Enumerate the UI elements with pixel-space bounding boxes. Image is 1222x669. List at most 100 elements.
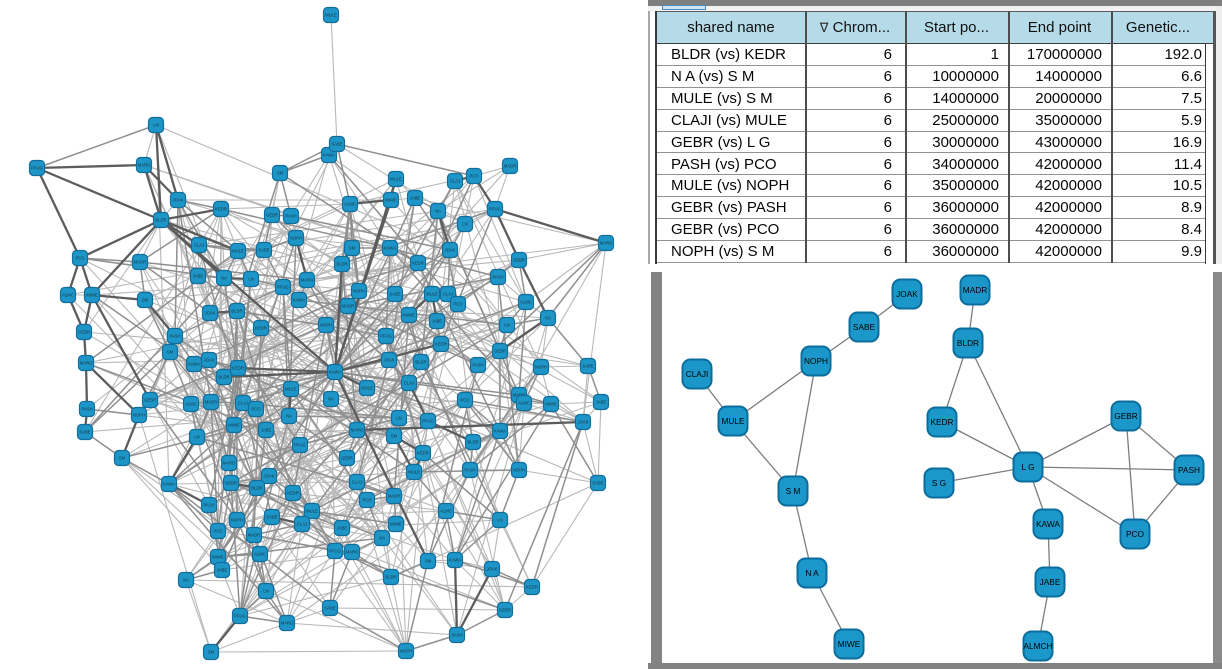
svg-text:MARO: MARO bbox=[301, 278, 314, 283]
svg-text:PCO: PCO bbox=[251, 407, 261, 412]
svg-text:GEBR: GEBR bbox=[225, 481, 237, 486]
svg-text:MARO: MARO bbox=[223, 461, 236, 466]
svg-text:JABE: JABE bbox=[337, 526, 348, 531]
svg-text:PFUG: PFUG bbox=[380, 334, 392, 339]
svg-text:GEBR: GEBR bbox=[513, 258, 525, 263]
svg-text:SABE: SABE bbox=[853, 322, 876, 332]
svg-text:S M: S M bbox=[786, 486, 801, 496]
svg-text:ALMC: ALMC bbox=[254, 552, 266, 557]
svg-text:LN: LN bbox=[396, 416, 401, 421]
svg-text:CLAJI: CLAJI bbox=[686, 369, 709, 379]
svg-text:CLAJ: CLAJ bbox=[404, 381, 414, 386]
svg-text:MIWE: MIWE bbox=[403, 313, 415, 318]
svg-text:MULE: MULE bbox=[361, 386, 373, 391]
svg-text:KEDR: KEDR bbox=[287, 491, 299, 496]
svg-text:LN: LN bbox=[462, 222, 467, 227]
svg-text:KEDR: KEDR bbox=[412, 261, 424, 266]
svg-text:GEBR: GEBR bbox=[499, 608, 511, 613]
svg-text:KEDR: KEDR bbox=[255, 326, 267, 331]
svg-text:SM: SM bbox=[425, 559, 432, 564]
svg-text:JABE: JABE bbox=[596, 400, 607, 405]
svg-text:NOPH: NOPH bbox=[804, 356, 828, 366]
svg-text:BLDR: BLDR bbox=[218, 375, 229, 380]
svg-text:MADR: MADR bbox=[388, 494, 400, 499]
svg-text:ALMC: ALMC bbox=[62, 293, 74, 298]
svg-text:PCO: PCO bbox=[75, 256, 85, 261]
svg-text:LN: LN bbox=[263, 589, 268, 594]
svg-text:MADR: MADR bbox=[134, 260, 146, 265]
svg-text:JOAK: JOAK bbox=[445, 248, 456, 253]
svg-text:GEBR: GEBR bbox=[341, 456, 353, 461]
svg-text:NA: NA bbox=[545, 316, 551, 321]
svg-text:PASH: PASH bbox=[1178, 465, 1200, 475]
svg-text:PCO: PCO bbox=[362, 498, 372, 503]
svg-text:GEBR: GEBR bbox=[1114, 411, 1138, 421]
svg-text:PCO: PCO bbox=[453, 302, 463, 307]
svg-text:S G: S G bbox=[932, 478, 946, 488]
svg-text:SABE: SABE bbox=[324, 606, 335, 611]
svg-text:ALMCH: ALMCH bbox=[1023, 641, 1052, 651]
svg-text:MULE: MULE bbox=[285, 387, 297, 392]
svg-text:KAWA: KAWA bbox=[494, 429, 506, 434]
svg-text:JABE: JABE bbox=[432, 319, 443, 324]
svg-text:ALMC: ALMC bbox=[518, 401, 530, 406]
svg-text:MULE: MULE bbox=[721, 416, 745, 426]
svg-text:JOAK: JOAK bbox=[205, 311, 216, 316]
svg-text:BLDR: BLDR bbox=[231, 309, 242, 314]
svg-text:GEBR: GEBR bbox=[144, 398, 156, 403]
svg-text:SABE: SABE bbox=[582, 364, 593, 369]
svg-text:JOAK: JOAK bbox=[896, 289, 918, 299]
svg-text:BLDR: BLDR bbox=[251, 486, 262, 491]
svg-text:N A: N A bbox=[805, 568, 819, 578]
svg-text:NOPH: NOPH bbox=[535, 365, 547, 370]
svg-text:MARO: MARO bbox=[351, 428, 364, 433]
svg-text:JOAK: JOAK bbox=[204, 358, 215, 363]
svg-text:SM: SM bbox=[391, 434, 398, 439]
svg-text:KAWA: KAWA bbox=[323, 153, 335, 158]
svg-text:PASH: PASH bbox=[451, 633, 462, 638]
svg-text:NA: NA bbox=[328, 397, 334, 402]
svg-text:JABE: JABE bbox=[193, 274, 204, 279]
svg-text:ALMC: ALMC bbox=[520, 300, 532, 305]
svg-text:SM: SM bbox=[349, 246, 356, 251]
svg-text:MULE: MULE bbox=[390, 177, 402, 182]
svg-text:PFUG: PFUG bbox=[31, 166, 43, 171]
svg-text:NOPH: NOPH bbox=[400, 649, 412, 654]
svg-text:LN: LN bbox=[153, 123, 158, 128]
svg-text:CLAJ: CLAJ bbox=[352, 480, 362, 485]
svg-text:KEDR: KEDR bbox=[232, 366, 244, 371]
svg-text:JABE: JABE bbox=[410, 196, 421, 201]
svg-text:JABE: JABE bbox=[261, 428, 272, 433]
svg-text:JABE: JABE bbox=[217, 568, 228, 573]
svg-text:KAWA: KAWA bbox=[188, 362, 200, 367]
svg-text:PFUG: PFUG bbox=[294, 443, 306, 448]
svg-text:PCO: PCO bbox=[460, 398, 470, 403]
svg-text:NOPH: NOPH bbox=[320, 323, 332, 328]
svg-text:LN: LN bbox=[497, 518, 502, 523]
svg-text:GEBR: GEBR bbox=[78, 330, 90, 335]
svg-text:SM: SM bbox=[142, 298, 149, 303]
svg-text:BLDR: BLDR bbox=[957, 338, 979, 348]
svg-text:NA: NA bbox=[286, 414, 292, 419]
svg-text:MADR: MADR bbox=[248, 533, 260, 538]
svg-text:CLAJ: CLAJ bbox=[450, 179, 460, 184]
svg-text:PASH: PASH bbox=[464, 468, 475, 473]
svg-text:PCO: PCO bbox=[1126, 529, 1145, 539]
svg-text:MULE: MULE bbox=[325, 13, 337, 18]
svg-text:NOPH: NOPH bbox=[231, 518, 243, 523]
svg-text:JOAK: JOAK bbox=[264, 474, 275, 479]
svg-text:JOAK: JOAK bbox=[578, 420, 589, 425]
svg-text:SABE: SABE bbox=[592, 481, 603, 486]
svg-text:PASH: PASH bbox=[492, 275, 503, 280]
svg-text:ALMC: ALMC bbox=[344, 202, 356, 207]
svg-text:JOAK: JOAK bbox=[384, 358, 395, 363]
svg-text:L G: L G bbox=[1021, 462, 1034, 472]
svg-text:ALMC: ALMC bbox=[185, 402, 197, 407]
svg-text:SM: SM bbox=[119, 456, 126, 461]
svg-text:SM: SM bbox=[208, 650, 215, 655]
svg-text:PFUG: PFUG bbox=[277, 285, 289, 290]
svg-text:MIWE: MIWE bbox=[390, 522, 402, 527]
svg-text:LN: LN bbox=[504, 323, 509, 328]
svg-text:PCO: PCO bbox=[469, 174, 479, 179]
svg-text:MIWE: MIWE bbox=[228, 423, 240, 428]
